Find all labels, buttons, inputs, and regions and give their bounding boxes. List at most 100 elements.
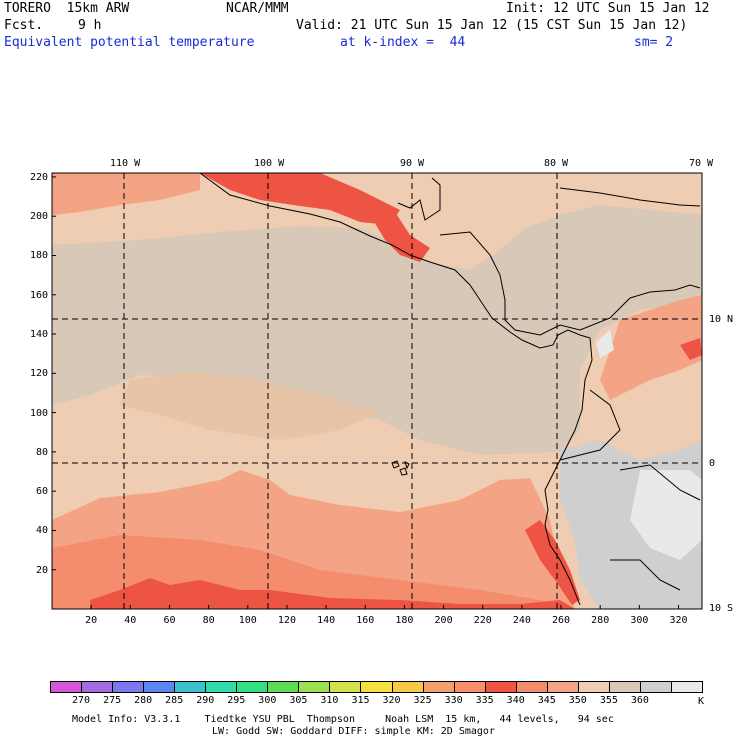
colorbar-label: 340: [506, 695, 525, 706]
colorbar-swatch: [329, 681, 362, 693]
colorbar-swatch: [608, 681, 641, 693]
x-tick-label: 240: [512, 615, 531, 626]
field-350-band: [52, 180, 702, 455]
x-tick-label: 140: [317, 615, 336, 626]
x-tick-label: 60: [163, 615, 176, 626]
colorbar-swatch: [670, 681, 703, 693]
model-name: TORERO 15km ARW: [4, 1, 130, 16]
coast-cuba: [559, 187, 701, 207]
y-tick-label: 100: [29, 407, 48, 419]
lon-label-80w: 80 W: [544, 158, 569, 169]
colorbar-swatch: [577, 681, 610, 693]
map-frame: [51, 172, 703, 610]
colorbar-label: 350: [568, 695, 587, 706]
colorbar-label: 280: [134, 695, 153, 706]
colorbar-swatch: [236, 681, 269, 693]
x-tick-label: 160: [356, 615, 375, 626]
y-tick-label: 220: [29, 171, 48, 183]
colorbar-swatch: [50, 681, 83, 693]
colorbar-swatch: [81, 681, 114, 693]
colorbar-label: 305: [289, 695, 308, 706]
x-tick-label: 120: [277, 615, 296, 626]
y-tick-label: 120: [29, 368, 48, 380]
field-340-colombia: [600, 295, 702, 400]
colorbar-label: 300: [258, 695, 277, 706]
x-tick-label: 40: [124, 615, 137, 626]
border-south-america: [559, 389, 701, 591]
colorbar-swatch: [112, 681, 145, 693]
field-360-colombia: [596, 330, 614, 358]
coast-mexico-pacific: [199, 172, 593, 606]
lon-label-110w: 110 W: [110, 158, 141, 169]
lat-lon-grid: [52, 173, 702, 609]
colorbar-swatch: [360, 681, 393, 693]
colorbar-swatch: [484, 681, 517, 693]
forecast-label: Fcst.: [4, 18, 44, 33]
x-tick-label: 100: [238, 615, 257, 626]
colorbar-label: 295: [227, 695, 246, 706]
y-tick-label: 20: [35, 564, 48, 576]
colorbar-label: 345: [537, 695, 556, 706]
field-330-mexico: [200, 173, 400, 225]
coast-caribbean: [439, 231, 701, 336]
colorbar-swatch: [174, 681, 207, 693]
colorbar-swatch: [205, 681, 238, 693]
colorbar-swatch: [267, 681, 300, 693]
colorbar-label: 315: [351, 695, 370, 706]
field-330-strip: [90, 578, 575, 609]
colorbar-swatch: [546, 681, 579, 693]
forecast-hours: 9 h: [78, 18, 102, 33]
y-tick-label: 140: [29, 329, 48, 341]
colorbar-label: 360: [630, 695, 649, 706]
colorbar-swatch: [515, 681, 548, 693]
x-tick-label: 200: [434, 615, 453, 626]
init-time: Init: 12 UTC Sun 15 Jan 12: [506, 1, 710, 16]
x-tick-label: 260: [552, 615, 571, 626]
x-tick-label: 220: [473, 615, 492, 626]
colorbar-swatch: [639, 681, 672, 693]
colorbar-unit: K: [698, 696, 705, 707]
smoothing: sm= 2: [634, 35, 674, 50]
colorbar-swatch: [391, 681, 424, 693]
vertical-level: at k-index = 44: [340, 35, 466, 50]
y-tick-label: 160: [29, 289, 48, 301]
lat-label-equator: 0: [709, 458, 716, 469]
colorbar-swatch: [298, 681, 331, 693]
y-tick-label: 80: [35, 446, 48, 458]
colorbar-label: 355: [599, 695, 618, 706]
field-330-coast-peru: [525, 520, 580, 605]
colorbar-label: 320: [382, 695, 401, 706]
y-tick-label: 60: [35, 486, 48, 498]
field-330-venezuela: [680, 338, 702, 360]
field-345-caribbean: [440, 173, 702, 248]
y-tick-label: 40: [35, 525, 48, 537]
x-tick-label: 280: [591, 615, 610, 626]
y-tick-label: 200: [29, 211, 48, 223]
field-name: Equivalent potential temperature: [4, 35, 255, 50]
colorbar-swatch: [422, 681, 455, 693]
field-345-south: [52, 440, 560, 520]
lon-label-90w: 90 W: [400, 158, 425, 169]
model-info: Model Info: V3.3.1 Tiedtke YSU PBL Thomp…: [72, 714, 614, 725]
colorbar-swatch: [453, 681, 486, 693]
field-345-patch: [120, 372, 380, 440]
colorbar-label: 310: [320, 695, 339, 706]
organization: NCAR/MMM: [226, 1, 289, 16]
x-tick-label: 180: [395, 615, 414, 626]
colorbar-label: 275: [103, 695, 122, 706]
x-tick-label: 20: [85, 615, 98, 626]
colorbar-label: 270: [72, 695, 91, 706]
x-tick-label: 80: [202, 615, 215, 626]
axis-ticks: [52, 176, 680, 609]
coast-gulf-yucatan: [397, 177, 441, 221]
field-330-guatemala: [370, 212, 430, 262]
lon-label-100w: 100 W: [254, 158, 285, 169]
valid-time: Valid: 21 UTC Sun 15 Jan 12 (15 CST Sun …: [296, 18, 688, 33]
colorbar-label: 330: [444, 695, 463, 706]
colorbar-label: 325: [413, 695, 432, 706]
colorbar-label: 285: [165, 695, 184, 706]
y-tick-label: 180: [29, 250, 48, 262]
physics-info: LW: Godd SW: Goddard DIFF: simple KM: 2D…: [212, 726, 495, 737]
map-panel: [51, 172, 703, 610]
